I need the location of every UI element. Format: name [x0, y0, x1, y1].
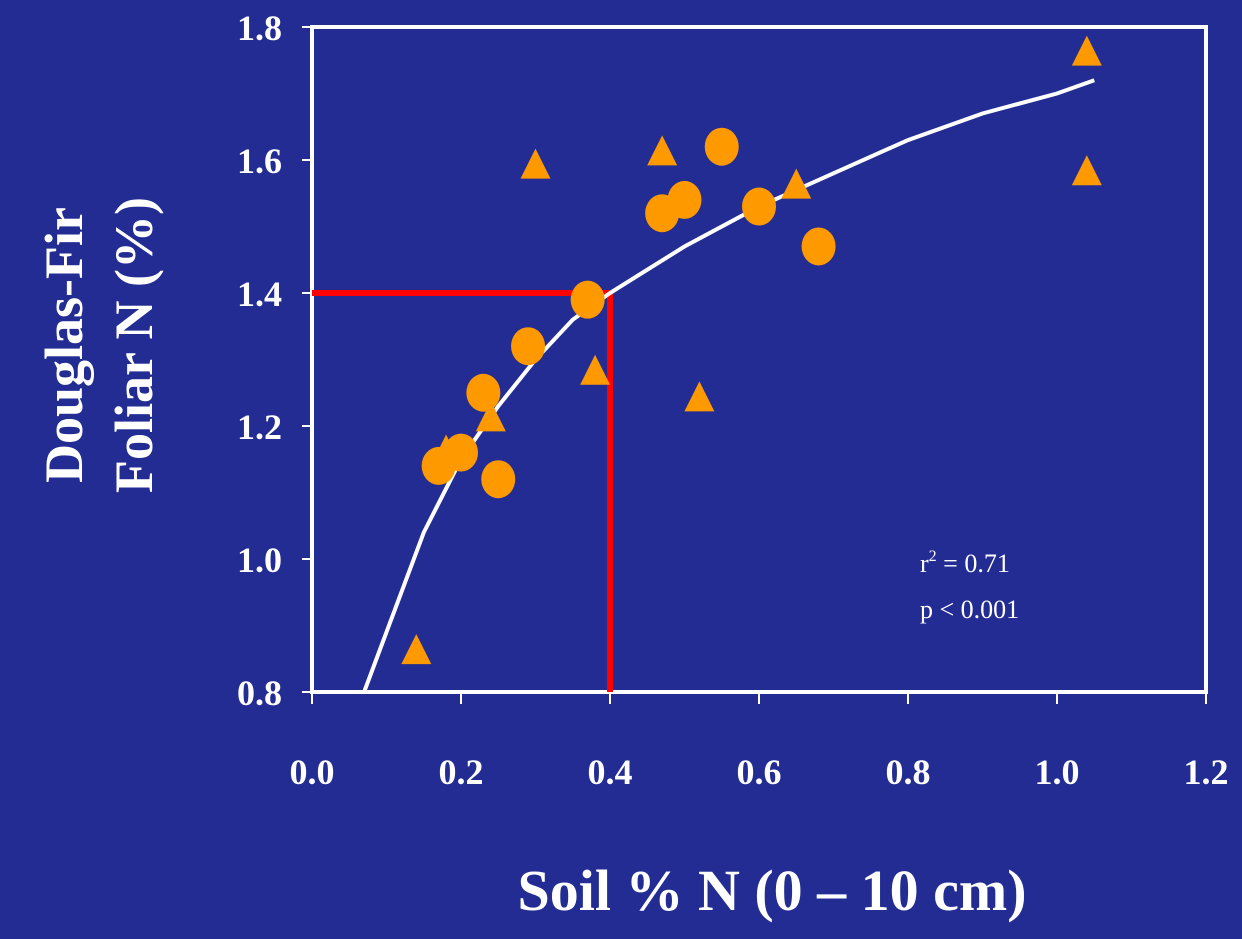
y-tick-label: 0.8 — [237, 673, 282, 713]
r-squared-annotation: r2 = 0.71 — [920, 548, 1010, 578]
y-tick-label: 1.0 — [237, 540, 282, 580]
circle-point — [704, 127, 739, 166]
x-tick-label: 0.0 — [290, 752, 335, 792]
triangle-point — [431, 434, 462, 465]
x-tick-label: 0.6 — [737, 752, 782, 792]
y-axis-title-line-2: Foliar N (%) — [104, 197, 164, 493]
circle-point — [481, 460, 516, 499]
data-markers — [401, 35, 1102, 665]
fit-curve — [362, 78, 1095, 693]
triangle-point — [1071, 35, 1102, 66]
reference-lines — [312, 290, 613, 692]
circle-point — [801, 227, 836, 266]
x-axis-title: Soil % N (0 – 10 cm) — [517, 858, 1026, 923]
y-axis-ticks: 0.8 1.0 1.2 1.4 1.6 1.8 — [237, 8, 312, 713]
triangle-point — [1071, 155, 1102, 186]
r-squared-value: = 0.71 — [937, 549, 1010, 578]
triangle-point — [647, 135, 678, 166]
triangle-point — [401, 634, 432, 665]
x-tick-label: 1.2 — [1184, 752, 1229, 792]
x-tick-label: 0.8 — [886, 752, 931, 792]
triangle-point — [580, 354, 611, 385]
y-tick-label: 1.4 — [237, 274, 282, 314]
y-axis-title: Douglas-Fir Foliar N (%) — [34, 197, 164, 493]
triangle-point — [684, 381, 715, 412]
r-squared-exponent: 2 — [929, 548, 937, 565]
y-tick-label: 1.6 — [237, 141, 282, 181]
x-tick-label: 1.0 — [1035, 752, 1080, 792]
circle-point — [511, 327, 546, 366]
p-value-annotation: p < 0.001 — [920, 595, 1019, 624]
circle-point — [667, 180, 702, 219]
x-tick-label: 0.4 — [588, 752, 633, 792]
y-axis-title-line-1: Douglas-Fir — [34, 207, 94, 483]
triangle-point — [475, 401, 506, 432]
triangle-point — [781, 168, 812, 199]
circle-point — [742, 187, 776, 226]
r-squared-symbol: r — [920, 549, 929, 578]
triangle-point — [520, 148, 551, 179]
y-tick-label: 1.8 — [237, 8, 282, 48]
x-tick-label: 0.2 — [439, 752, 484, 792]
circle-point — [570, 280, 605, 319]
circle-point — [466, 373, 501, 412]
x-axis-ticks: 0.0 0.2 0.4 0.6 0.8 1.0 1.2 — [290, 692, 1229, 792]
y-tick-label: 1.2 — [237, 407, 282, 447]
